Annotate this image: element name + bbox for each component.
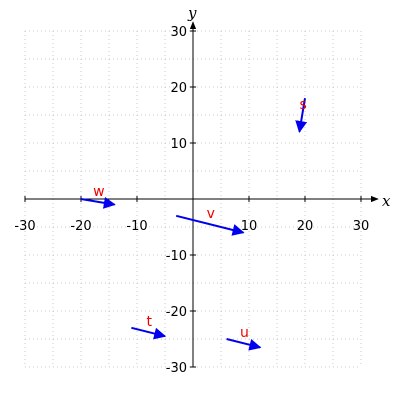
x-tick-label: -20: [70, 219, 91, 234]
vector-label-t: t: [146, 314, 152, 330]
x-tick-label: 20: [297, 219, 314, 234]
y-tick-label: -10: [166, 249, 187, 264]
vector-v: [175, 214, 245, 236]
x-tick-label: 30: [353, 219, 370, 234]
y-tick-label: 30: [170, 25, 187, 40]
vectors: s w v t u: [80, 97, 308, 351]
y-tick-label: 20: [170, 81, 187, 96]
y-tick-label: -20: [166, 305, 187, 320]
vector-w: [80, 196, 116, 209]
vector-label-w: w: [93, 184, 104, 200]
vector-label-u: u: [240, 325, 249, 341]
vector-label-v: v: [207, 206, 215, 222]
vector-s: [295, 98, 308, 133]
tick-labels: -30 -20 -10 10 20 30 -30 -20 -10 10 20 30: [14, 25, 369, 376]
y-axis-label: y: [187, 4, 197, 22]
vector-t: [131, 326, 167, 340]
y-tick-label: 10: [170, 137, 187, 152]
vector-u: [226, 338, 262, 351]
x-tick-label: -30: [14, 219, 35, 234]
x-tick-label: -10: [126, 219, 147, 234]
x-axis-label: x: [382, 192, 391, 210]
axes: [25, 21, 379, 367]
vector-label-s: s: [300, 97, 307, 113]
y-tick-label: -30: [166, 361, 187, 376]
x-tick-label: 10: [241, 219, 258, 234]
